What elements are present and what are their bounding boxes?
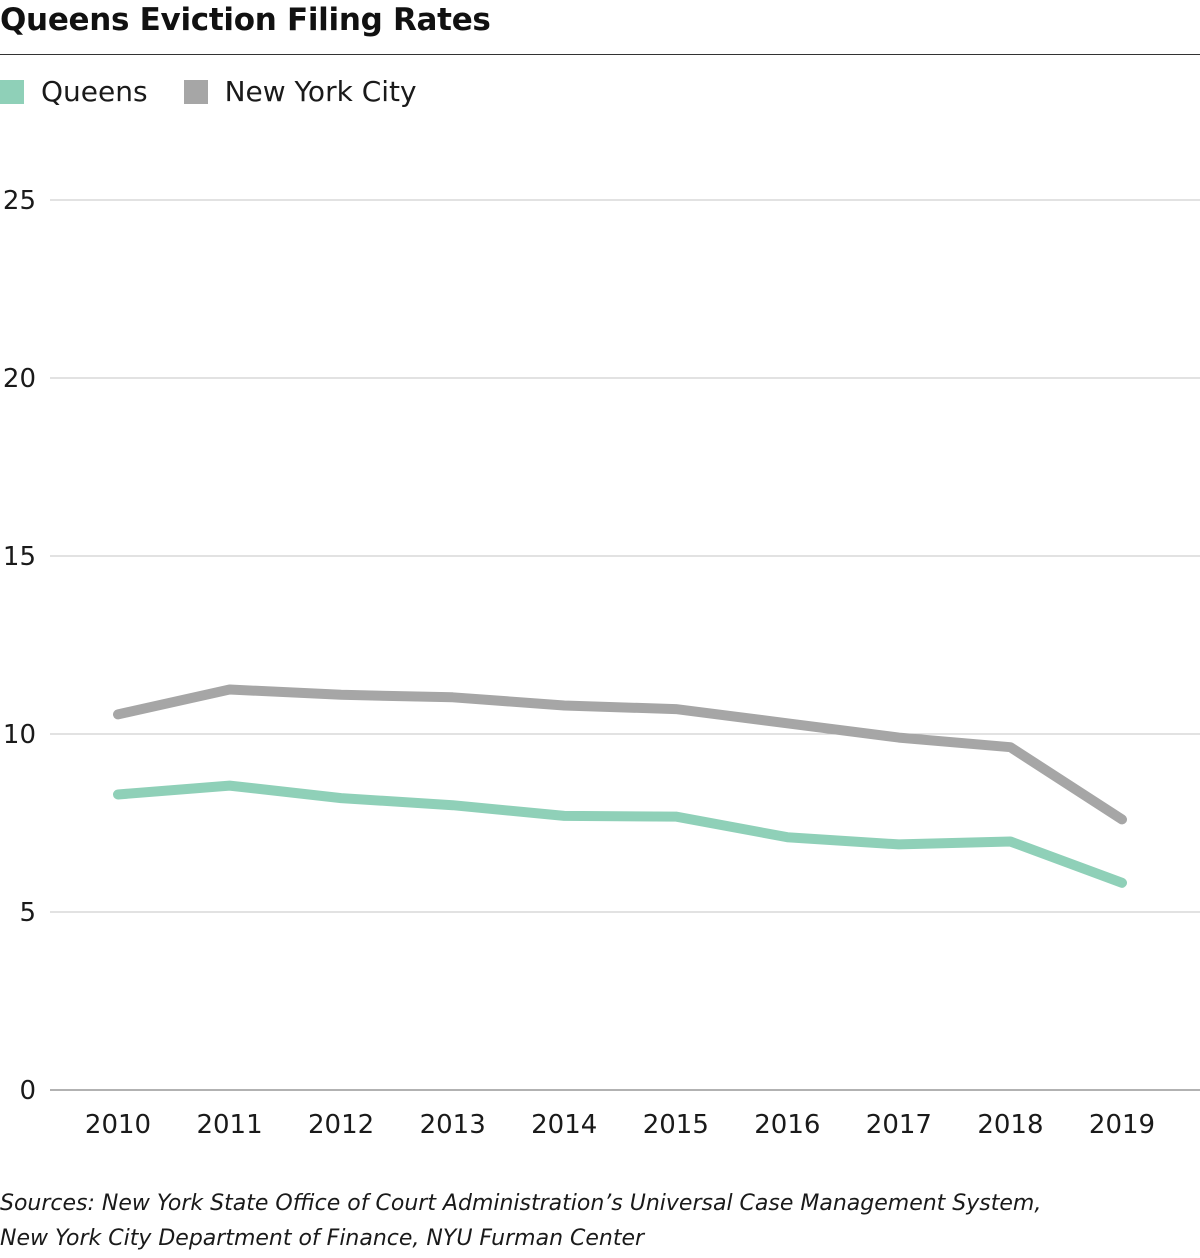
title-divider	[0, 54, 1200, 55]
x-tick-label: 2013	[420, 1110, 486, 1140]
x-tick-label: 2011	[196, 1110, 262, 1140]
y-tick-label: 25	[3, 186, 36, 216]
y-tick-label: 10	[3, 720, 36, 750]
legend-label-queens: Queens	[41, 75, 148, 108]
y-tick-label: 5	[19, 898, 36, 928]
x-tick-label: 2019	[1089, 1110, 1155, 1140]
x-tick-label: 2017	[866, 1110, 932, 1140]
x-tick-label: 2010	[85, 1110, 151, 1140]
y-tick-label: 20	[3, 364, 36, 394]
chart-legend: Queens New York City	[0, 72, 453, 112]
chart-title: Queens Eviction Filing Rates	[0, 2, 491, 38]
x-axis-ticks: 2010 2011 2012 2013 2014 2015 2016 2017 2018 2019	[85, 1110, 1155, 1140]
sources-line-1: Sources: New York State Office of Court …	[0, 1191, 1042, 1216]
sources-line-2: New York City Department of Finance, NYU…	[0, 1226, 645, 1251]
legend-label-new-york-city: New York City	[224, 75, 417, 108]
x-tick-label: 2014	[531, 1110, 597, 1140]
legend-item-new-york-city: New York City	[183, 72, 417, 112]
x-tick-label: 2016	[754, 1110, 820, 1140]
legend-swatch-new-york-city	[183, 80, 208, 104]
legend-item-queens: Queens	[0, 72, 148, 112]
legend-swatch-queens	[0, 80, 24, 104]
x-tick-label: 2015	[643, 1110, 709, 1140]
sources-note: Sources: New York State Office of Court …	[0, 1186, 1200, 1256]
y-tick-label: 0	[19, 1076, 36, 1106]
series-line-queens	[113, 780, 1127, 888]
series-line-new-york-city	[113, 684, 1127, 825]
y-tick-label: 15	[3, 542, 36, 572]
y-axis-ticks: 0 5 10 15 20 25	[3, 186, 36, 1106]
series-lines	[113, 684, 1127, 888]
gridlines	[50, 199, 1200, 1091]
x-tick-label: 2012	[308, 1110, 374, 1140]
x-tick-label: 2018	[977, 1110, 1043, 1140]
